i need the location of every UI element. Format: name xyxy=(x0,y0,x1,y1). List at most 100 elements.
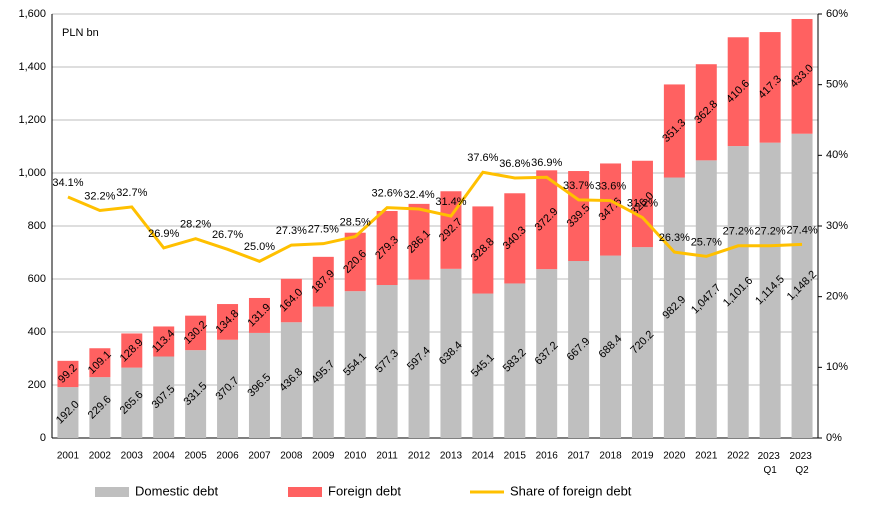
y-tick-label: 200 xyxy=(28,379,46,391)
x-tick-label: 2023 Q1 xyxy=(758,451,783,476)
bar-segment xyxy=(568,171,590,262)
bar-segment xyxy=(759,142,781,438)
y-tick-label: 800 xyxy=(28,220,46,232)
line-value-label: 28.5% xyxy=(340,217,371,229)
x-tick-label: 2018 xyxy=(599,451,622,462)
bar-segment xyxy=(153,326,175,357)
line-value-label: 32.7% xyxy=(116,187,147,199)
y2-tick-label: 10% xyxy=(826,361,848,373)
legend-swatch xyxy=(95,487,129,497)
bar-segment xyxy=(408,203,430,280)
y-tick-label: 1,600 xyxy=(18,8,46,20)
bar-segment xyxy=(312,256,334,307)
bar-segment xyxy=(57,360,79,388)
bar-segment xyxy=(663,177,685,438)
bar-segment xyxy=(121,367,143,438)
legend-label: Share of foreign debt xyxy=(510,483,632,498)
bar-segment xyxy=(376,211,398,286)
bar-segment xyxy=(312,306,334,438)
y-tick-label: 1,200 xyxy=(18,114,46,126)
bar-segment xyxy=(536,269,558,438)
bar-segment xyxy=(727,37,749,147)
x-tick-label: 2006 xyxy=(216,451,239,462)
line-value-label: 31.2% xyxy=(627,197,658,209)
line-value-label: 27.2% xyxy=(755,226,786,238)
bar-segment xyxy=(408,279,430,438)
x-tick-label: 2011 xyxy=(376,451,398,462)
bar-segment xyxy=(217,304,239,340)
bar-segment xyxy=(472,206,494,294)
bar-segment xyxy=(759,32,781,143)
line-value-label: 26.3% xyxy=(659,232,690,244)
bar-segment xyxy=(248,297,270,333)
y-tick-label: 1,400 xyxy=(18,61,46,73)
y-tick-label: 0 xyxy=(40,432,46,444)
line-value-label: 26.7% xyxy=(212,229,243,241)
x-tick-label: 2005 xyxy=(185,451,208,462)
line-value-label: 33.7% xyxy=(563,180,594,192)
bar-segment xyxy=(344,232,366,292)
share-line xyxy=(67,170,803,263)
x-tick-label: 2008 xyxy=(280,451,303,462)
y-tick-label: 600 xyxy=(28,273,46,285)
x-tick-label: 2012 xyxy=(408,451,431,462)
bar-segment xyxy=(280,278,302,323)
bar-segment xyxy=(440,268,462,438)
x-tick-label: 2023 Q2 xyxy=(790,451,815,476)
bar-segment xyxy=(344,291,366,438)
line-value-label: 32.2% xyxy=(84,190,115,202)
x-tick-label: 2003 xyxy=(121,451,144,462)
bar-segment xyxy=(472,293,494,438)
x-tick-label: 2020 xyxy=(663,451,686,462)
bar-segment xyxy=(727,146,749,439)
x-tick-label: 2014 xyxy=(472,451,495,462)
line-value-label: 36.9% xyxy=(531,157,562,169)
bar-segment xyxy=(631,160,653,248)
line-value-label: 32.6% xyxy=(372,188,403,200)
line-value-label: 25.0% xyxy=(244,241,275,253)
x-tick-label: 2015 xyxy=(504,451,527,462)
x-tick-label: 2022 xyxy=(727,451,750,462)
bar-segment xyxy=(89,348,111,378)
bar-segment xyxy=(504,193,526,284)
bar-segment xyxy=(57,387,79,438)
x-tick-label: 2016 xyxy=(536,451,559,462)
bar-segment xyxy=(121,333,143,368)
bar-segment xyxy=(89,377,111,438)
y2-tick-label: 20% xyxy=(826,291,848,303)
bar-segment xyxy=(185,315,207,351)
line-value-label: 28.2% xyxy=(180,219,211,231)
x-tick-label: 2021 xyxy=(695,451,718,462)
x-tick-label: 2010 xyxy=(344,451,367,462)
y2-tick-label: 0% xyxy=(826,432,842,444)
y2-tick-label: 40% xyxy=(826,149,848,161)
y2-tick-label: 30% xyxy=(826,220,848,232)
line-value-label: 37.6% xyxy=(467,152,498,164)
bar-segment xyxy=(536,170,558,270)
x-tick-label: 2019 xyxy=(631,451,654,462)
bar-segment xyxy=(568,261,590,438)
bar-segment xyxy=(376,285,398,438)
y-tick-label: 400 xyxy=(28,326,46,338)
x-tick-label: 2007 xyxy=(248,451,271,462)
unit-annotation: PLN bn xyxy=(62,27,99,39)
line-value-label: 33.6% xyxy=(595,180,626,192)
bar-segment xyxy=(791,133,813,439)
line-value-label: 26.9% xyxy=(148,228,179,240)
legend-swatch xyxy=(288,487,322,497)
y2-tick-label: 50% xyxy=(826,79,848,91)
x-tick-label: 2004 xyxy=(153,451,176,462)
y2-tick-label: 60% xyxy=(826,8,848,20)
bar-segment xyxy=(791,18,813,134)
bar-segment xyxy=(600,163,622,256)
x-tick-label: 2017 xyxy=(568,451,591,462)
legend-label: Domestic debt xyxy=(135,483,218,498)
bar-segment xyxy=(504,283,526,438)
line-value-label: 27.2% xyxy=(723,226,754,238)
y-tick-label: 1,000 xyxy=(18,167,46,179)
line-value-label: 31.4% xyxy=(435,196,466,208)
bar-segment xyxy=(280,322,302,438)
legend-label: Foreign debt xyxy=(328,483,401,498)
bar-segment xyxy=(663,84,685,178)
